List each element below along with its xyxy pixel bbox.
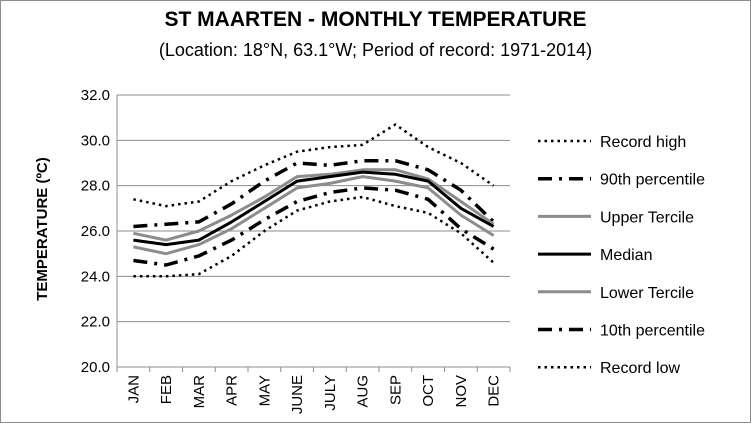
y-axis-ticks: 20.0 22.0 24.0 26.0 28.0 30.0 32.0 — [81, 87, 110, 376]
legend-label: Upper Tercile — [600, 209, 694, 226]
x-tick-label: MAR — [191, 375, 208, 409]
series-lines — [133, 123, 495, 278]
legend-item: 90th percentile — [538, 172, 705, 189]
series-line-upper-tercile — [133, 168, 495, 242]
x-tick-label: APR — [224, 375, 241, 406]
legend-item: 10th percentile — [538, 323, 705, 340]
x-tick-label: JUNE — [289, 375, 306, 414]
legend-item: Median — [538, 247, 652, 264]
gridlines — [116, 94, 510, 368]
legend-label: Record high — [600, 134, 686, 151]
legend-item: Lower Tercile — [538, 285, 694, 302]
y-tick-label: 20.0 — [81, 359, 110, 376]
y-tick-label: 26.0 — [81, 223, 110, 240]
x-tick-label: AUG — [355, 375, 372, 408]
x-axis-ticks: JAN FEB MAR APR MAY JUNE JULY AUG SEP OCT NOV DEC — [116, 367, 511, 414]
legend-item: Upper Tercile — [538, 209, 694, 226]
legend-label: 10th percentile — [600, 323, 705, 340]
series-line-10th-percentile — [133, 186, 495, 267]
x-tick-label: NOV — [453, 375, 470, 408]
y-tick-label: 32.0 — [81, 87, 110, 104]
series-line-record-high — [133, 123, 495, 208]
x-tick-label: SEP — [387, 375, 404, 405]
series-line-90th-percentile — [133, 158, 495, 229]
y-tick-label: 28.0 — [81, 178, 110, 195]
x-tick-label: JAN — [125, 375, 142, 403]
legend-label: Median — [600, 247, 652, 264]
x-tick-label: DEC — [486, 375, 503, 407]
legend: Record high 90th percentile Upper Tercile M… — [538, 134, 705, 377]
y-tick-label: 30.0 — [81, 132, 110, 149]
legend-label: 90th percentile — [600, 172, 705, 189]
y-tick-label: 24.0 — [81, 268, 110, 285]
x-tick-label: MAY — [256, 375, 273, 406]
legend-label: Lower Tercile — [600, 285, 694, 302]
x-tick-label: JULY — [322, 375, 339, 411]
legend-item: Record high — [538, 134, 686, 151]
legend-item: Record low — [538, 360, 680, 377]
x-tick-label: FEB — [158, 375, 175, 404]
series-line-median — [133, 170, 495, 247]
chart-subtitle: (Location: 18°N, 63.1°W; Period of recor… — [158, 40, 593, 60]
chart-title: ST MAARTEN - MONTHLY TEMPERATURE — [164, 8, 587, 31]
series-line-record-low — [133, 195, 495, 278]
y-axis-label: TEMPERATURE (ºC) — [34, 157, 51, 301]
y-tick-label: 22.0 — [81, 314, 110, 331]
x-tick-label: OCT — [420, 375, 437, 407]
series-line-lower-tercile — [133, 175, 495, 256]
legend-label: Record low — [600, 360, 680, 377]
